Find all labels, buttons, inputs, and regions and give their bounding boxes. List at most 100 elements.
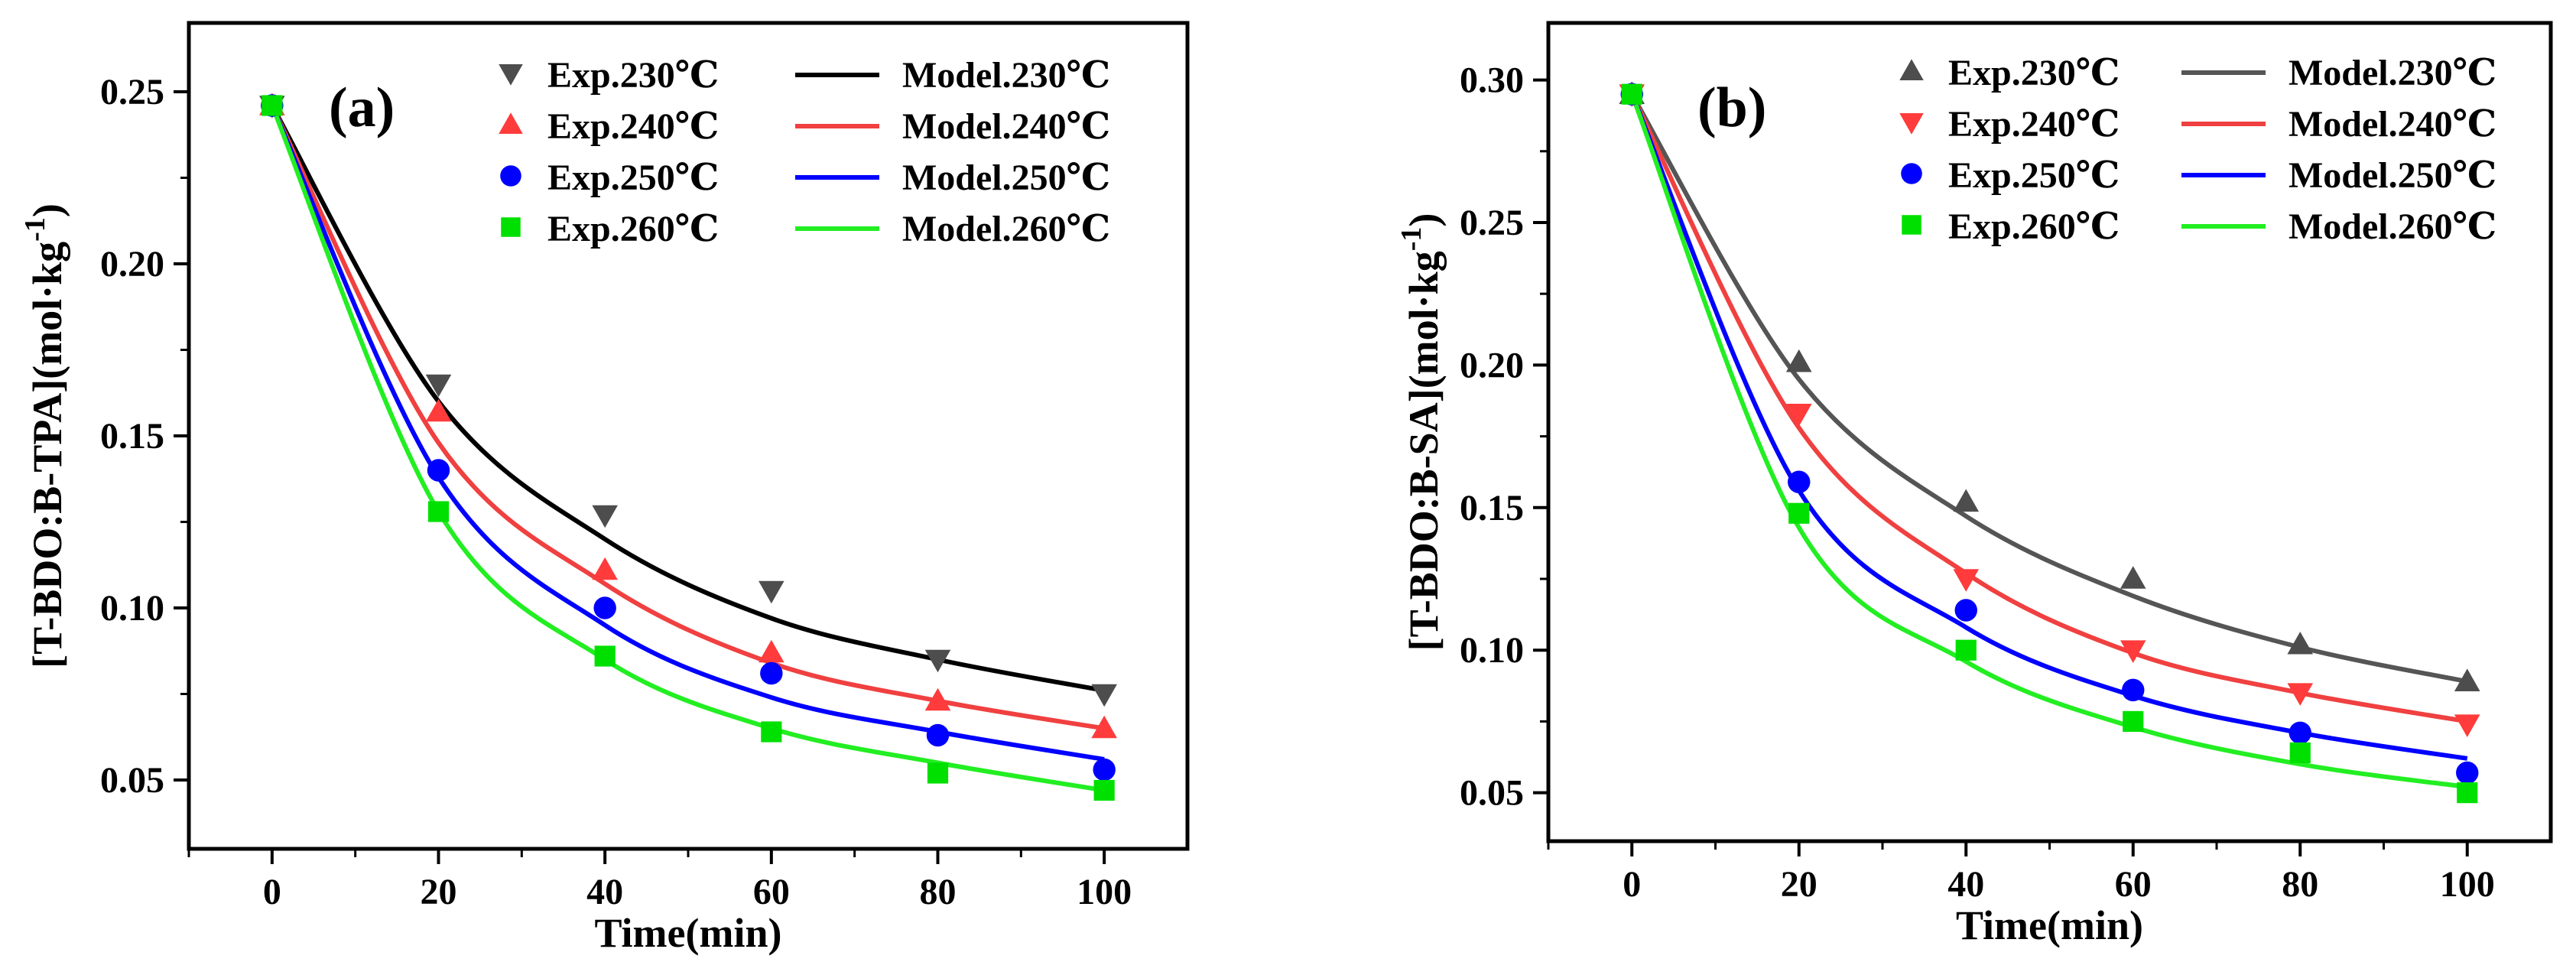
panel-label: (a) xyxy=(329,76,395,139)
y-axis-label: [T-BDO:B-SA](mol·kg-1) xyxy=(1395,213,1447,652)
legend-marker-2 xyxy=(499,112,523,134)
plot-frame xyxy=(187,21,1190,851)
y-axis-label-main: [T-BDO:B-TPA](mol·kg xyxy=(24,242,70,668)
panel-label: (b) xyxy=(1697,76,1766,139)
y-axis-label: [T-BDO:B-TPA](mol·kg-1) xyxy=(19,203,70,668)
legend-label-exp-3: Exp.250℃ xyxy=(547,158,719,198)
legend-label-model-1: Model.230℃ xyxy=(902,55,1110,96)
data-point-s4-3 xyxy=(761,721,782,743)
x-axis-label: Time(min) xyxy=(595,910,782,956)
data-point-s4-1 xyxy=(427,501,450,522)
chart-panel-b: 0 20 40 60 80 100 0.05 0.10 0.15 0.20 0.25 0.30 Time… xyxy=(1395,21,2553,948)
legend-marker-1 xyxy=(499,64,523,86)
legend-label-exp-3: Exp.250℃ xyxy=(1948,155,2120,196)
y-tick-label: 0.20 xyxy=(1460,345,1524,385)
data-point-s4-1 xyxy=(1788,502,1810,524)
y-tick-label: 0.05 xyxy=(100,760,164,801)
legend: Exp.230℃ Model.230℃ Exp.240℃ Model.240℃ Exp.… xyxy=(1899,53,2496,247)
data-point-s3-1 xyxy=(427,459,450,482)
data-point-s1-5 xyxy=(1091,684,1117,707)
data-point-s2-4 xyxy=(2287,683,2314,706)
data-point-s1-1 xyxy=(1785,349,1812,372)
y-tick-label: 0.25 xyxy=(1460,203,1524,243)
data-point-s2-5 xyxy=(2454,714,2480,737)
legend-label-model-2: Model.240℃ xyxy=(2289,104,2496,145)
data-point-s1-2 xyxy=(592,505,618,528)
legend-label-exp-4: Exp.260℃ xyxy=(1948,206,2120,247)
y-tick-label: 0.15 xyxy=(1460,488,1524,528)
x-tick-label: 80 xyxy=(920,872,957,912)
data-point-s3-1 xyxy=(1788,470,1811,493)
chart-panel-a: 0 20 40 60 80 100 0.05 0.10 0.15 0.20 0.25 Time(min… xyxy=(19,21,1190,956)
x-tick-label: 60 xyxy=(2115,864,2152,905)
data-point-s2-2 xyxy=(592,557,618,580)
legend-label-model-1: Model.230℃ xyxy=(2289,53,2496,93)
data-point-s3-3 xyxy=(760,661,783,685)
data-point-s4-2 xyxy=(594,645,616,667)
data-point-s4-4 xyxy=(2289,742,2311,764)
data-point-s3-5 xyxy=(2456,761,2479,785)
x-tick-label: 20 xyxy=(1781,864,1817,905)
x-tick-label: 0 xyxy=(1623,864,1641,905)
x-tick-label: 80 xyxy=(2282,864,2318,905)
y-axis-label-end: ) xyxy=(24,203,70,217)
legend-label-model-2: Model.240℃ xyxy=(902,106,1110,147)
legend: Exp.230℃ Model.230℃ Exp.240℃ Model.240℃ Exp.… xyxy=(499,55,1110,249)
legend-label-exp-2: Exp.240℃ xyxy=(547,106,719,147)
data-point-s1-2 xyxy=(1953,489,1980,512)
model-line-2 xyxy=(270,104,1105,731)
y-axis-label-sup: -1 xyxy=(1395,227,1428,252)
data-point-s3-3 xyxy=(2122,678,2145,702)
legend-label-model-3: Model.250℃ xyxy=(902,158,1110,198)
legend-marker-2 xyxy=(1899,113,1924,135)
data-point-s1-4 xyxy=(2287,631,2314,655)
data-point-s2-2 xyxy=(1953,569,1980,592)
data-point-s4-2 xyxy=(1955,639,1977,661)
legend-label-exp-2: Exp.240℃ xyxy=(1948,104,2120,145)
data-point-s1-5 xyxy=(2454,668,2480,692)
data-point-s1-1 xyxy=(425,374,452,398)
legend-label-exp-4: Exp.260℃ xyxy=(547,209,719,249)
legend-marker-1 xyxy=(1899,59,1924,80)
x-tick-label: 40 xyxy=(586,872,623,912)
data-point-s4-0 xyxy=(1621,83,1642,105)
y-tick-label: 0.10 xyxy=(1460,630,1524,671)
y-axis-label-main: [T-BDO:B-SA](mol·kg xyxy=(1401,251,1447,651)
data-point-s2-3 xyxy=(759,639,784,663)
x-axis-label: Time(min) xyxy=(1956,902,2143,948)
x-tick-label: 40 xyxy=(1947,864,1984,905)
data-point-s1-4 xyxy=(924,649,951,673)
y-tick-label: 0.20 xyxy=(100,244,164,284)
y-tick-label: 0.15 xyxy=(100,416,164,457)
data-point-s4-4 xyxy=(927,762,949,784)
data-point-s3-4 xyxy=(926,723,950,747)
y-tick-label: 0.05 xyxy=(1460,773,1524,814)
legend-label-exp-1: Exp.230℃ xyxy=(1948,53,2120,93)
legend-marker-4 xyxy=(501,217,521,237)
legend-marker-3 xyxy=(1901,163,1922,184)
y-tick-label: 0.25 xyxy=(100,72,164,112)
data-point-s1-3 xyxy=(2120,566,2146,589)
data-point-s2-1 xyxy=(425,398,452,422)
legend-label-model-3: Model.250℃ xyxy=(2289,155,2496,196)
x-tick-label: 60 xyxy=(753,872,790,912)
model-line-4 xyxy=(1629,93,2468,790)
legend-label-model-4: Model.260℃ xyxy=(2289,206,2496,247)
plot-frame xyxy=(1546,21,2553,843)
data-point-s1-3 xyxy=(759,580,784,604)
legend-label-model-4: Model.260℃ xyxy=(902,209,1110,249)
data-point-s2-1 xyxy=(1785,403,1812,427)
data-point-s2-3 xyxy=(2120,640,2146,664)
data-point-s4-5 xyxy=(2457,782,2478,804)
data-point-s3-4 xyxy=(2289,721,2311,745)
data-point-s4-5 xyxy=(1093,779,1115,801)
legend-marker-3 xyxy=(500,165,521,187)
x-tick-label: 100 xyxy=(1077,872,1132,912)
data-point-s4-3 xyxy=(2123,710,2144,733)
data-point-s2-4 xyxy=(924,687,951,711)
x-tick-label: 20 xyxy=(421,872,457,912)
y-axis-label-end: ) xyxy=(1401,213,1447,227)
data-point-s4-0 xyxy=(261,95,283,116)
x-tick-label: 0 xyxy=(263,872,281,912)
